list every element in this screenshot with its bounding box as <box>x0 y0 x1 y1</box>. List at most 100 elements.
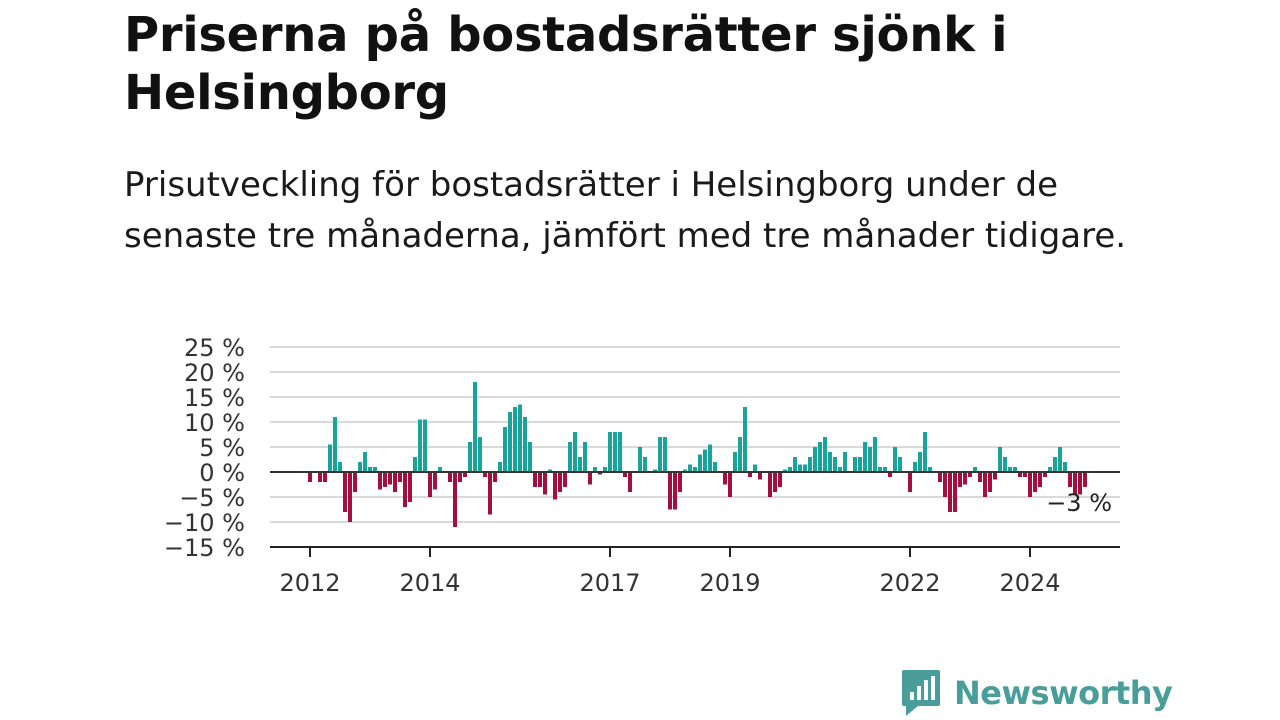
bar <box>508 412 512 472</box>
bar <box>353 472 357 492</box>
bar <box>568 442 572 472</box>
bar <box>748 472 752 477</box>
bar <box>598 472 602 475</box>
bar <box>413 457 417 472</box>
bar <box>833 457 837 472</box>
bar <box>963 472 967 485</box>
bar <box>503 427 507 472</box>
bar <box>713 462 717 472</box>
bar <box>1048 467 1052 472</box>
bar <box>778 472 782 487</box>
x-tick-label: 2014 <box>399 569 460 597</box>
bar <box>323 472 327 482</box>
bar <box>893 447 897 472</box>
bar <box>728 472 732 497</box>
bar <box>528 442 532 472</box>
bar <box>453 472 457 527</box>
bar <box>943 472 947 497</box>
bar <box>348 472 352 522</box>
bar <box>513 407 517 472</box>
axes <box>270 471 1120 548</box>
bar <box>438 467 442 472</box>
bar <box>553 472 557 500</box>
y-tick-label: 5 % <box>199 434 245 462</box>
bar <box>1063 462 1067 472</box>
bar <box>998 447 1002 472</box>
bar <box>983 472 987 497</box>
bar <box>628 472 632 492</box>
bar <box>488 472 492 515</box>
bar <box>533 472 537 487</box>
bar <box>608 432 612 472</box>
bar <box>968 472 972 477</box>
bar <box>888 472 892 477</box>
bar <box>953 472 957 512</box>
bar <box>558 472 562 492</box>
bar <box>523 417 527 472</box>
bar <box>753 464 757 472</box>
bar <box>548 469 552 472</box>
bar <box>403 472 407 507</box>
bar <box>818 442 822 472</box>
bar <box>663 437 667 472</box>
bar <box>873 437 877 472</box>
bar <box>1033 472 1037 492</box>
x-tick-label: 2017 <box>579 569 640 597</box>
y-tick-label: 25 % <box>184 334 245 362</box>
bar <box>793 457 797 472</box>
bar <box>358 462 362 472</box>
bar <box>673 472 677 510</box>
bar <box>398 472 402 482</box>
bar <box>1038 472 1042 487</box>
bar <box>1053 457 1057 472</box>
bar <box>948 472 952 512</box>
bar <box>698 454 702 472</box>
bar <box>1083 472 1087 487</box>
bar <box>758 472 762 480</box>
newsworthy-chart-icon <box>902 670 940 716</box>
bar <box>643 457 647 472</box>
bar <box>858 457 862 472</box>
bar <box>1068 472 1072 487</box>
y-tick-label: −15 % <box>164 534 245 562</box>
bar <box>468 442 472 472</box>
bar <box>683 469 687 472</box>
bar <box>333 417 337 472</box>
bar <box>738 437 742 472</box>
bar <box>1008 467 1012 472</box>
bar <box>838 467 842 472</box>
bar <box>483 472 487 477</box>
newsworthy-logo: Newsworthy <box>900 668 1173 718</box>
bar <box>473 382 477 472</box>
bar <box>423 419 427 472</box>
bar <box>338 462 342 472</box>
bar <box>788 467 792 472</box>
bar <box>938 472 942 482</box>
bar <box>623 472 627 477</box>
bar <box>458 472 462 482</box>
bar <box>463 472 467 477</box>
bar <box>743 407 747 472</box>
bar <box>863 442 867 472</box>
bar <box>1043 472 1047 477</box>
bar <box>593 467 597 472</box>
bar <box>883 467 887 472</box>
x-tick-label: 2012 <box>279 569 340 597</box>
bar <box>828 452 832 472</box>
bar <box>768 472 772 497</box>
bar <box>988 472 992 492</box>
bar <box>373 467 377 472</box>
y-tick-label: 0 % <box>199 459 245 487</box>
bar <box>783 469 787 472</box>
bar <box>923 432 927 472</box>
bar <box>538 472 542 487</box>
bar <box>868 447 872 472</box>
bar <box>808 457 812 472</box>
logo-text: Newsworthy <box>954 674 1173 712</box>
bar <box>803 464 807 472</box>
bar <box>908 472 912 492</box>
bar <box>703 449 707 472</box>
x-tick-label: 2019 <box>699 569 760 597</box>
bar <box>993 472 997 480</box>
bar <box>363 452 367 472</box>
